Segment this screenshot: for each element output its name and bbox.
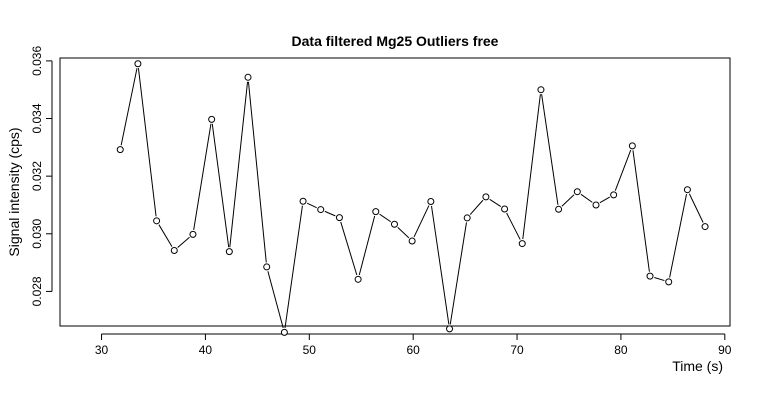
data-point	[427, 198, 435, 206]
series-segment	[193, 123, 212, 230]
series-segment	[397, 227, 410, 239]
series-segment	[654, 276, 665, 282]
series-segment	[158, 224, 173, 247]
data-point	[280, 328, 288, 336]
data-point	[372, 208, 380, 216]
data-point	[335, 214, 343, 222]
data-point	[683, 186, 691, 194]
series-points	[116, 60, 709, 336]
data-point	[317, 206, 325, 214]
series-segment	[324, 210, 336, 217]
y-axis: 0.028 0.030 0.032 0.034 0.036	[30, 46, 53, 306]
series-segment	[489, 198, 502, 207]
series-segment	[506, 212, 521, 240]
series-segment	[120, 68, 138, 146]
data-point	[244, 73, 252, 81]
series-segment	[541, 94, 559, 205]
data-point	[263, 263, 271, 271]
data-point	[390, 220, 398, 228]
x-tick-label: 90	[718, 343, 732, 357]
data-point	[665, 278, 673, 286]
data-point	[153, 217, 161, 225]
y-tick-label: 0.036	[30, 46, 44, 76]
data-point	[225, 248, 233, 256]
y-tick-label: 0.032	[30, 161, 44, 191]
series-segment	[561, 194, 575, 207]
data-point	[555, 205, 563, 213]
data-point	[537, 86, 545, 94]
x-tick-label: 30	[95, 343, 109, 357]
data-point	[299, 197, 307, 205]
x-axis-label: Time (s)	[672, 358, 723, 374]
series-line	[120, 68, 704, 329]
series-segment	[229, 81, 249, 248]
y-tick-label: 0.034	[30, 103, 44, 133]
chart-title: Data filtered Mg25 Outliers free	[292, 33, 499, 49]
y-tick-label: 0.030	[30, 218, 44, 248]
data-point	[116, 146, 124, 154]
series-segment	[599, 196, 610, 204]
series-segment	[430, 205, 450, 325]
data-point	[592, 201, 600, 209]
x-tick-label: 60	[406, 343, 420, 357]
data-point	[208, 115, 216, 123]
data-point	[170, 246, 178, 254]
x-tick-label: 70	[510, 343, 524, 357]
series-segment	[522, 94, 541, 240]
series-segment	[614, 149, 632, 191]
data-point	[189, 230, 197, 238]
series-segment	[284, 205, 303, 328]
y-axis-label: Signal intensity (cps)	[6, 127, 22, 256]
data-point	[701, 223, 709, 231]
series-segment	[306, 202, 317, 209]
y-tick-label: 0.028	[30, 276, 44, 306]
series-segment	[247, 81, 267, 263]
data-point	[573, 188, 581, 196]
series-segment	[358, 215, 376, 276]
x-tick-label: 40	[199, 343, 213, 357]
series-segment	[379, 213, 392, 223]
series-segment	[137, 68, 157, 217]
data-point	[518, 240, 526, 248]
data-point	[646, 272, 654, 280]
series-segment	[632, 150, 650, 272]
data-point	[354, 275, 362, 283]
series-segment	[340, 221, 358, 276]
data-point	[482, 193, 490, 201]
data-point	[446, 325, 454, 333]
plot-frame	[59, 57, 731, 327]
series-segment	[580, 193, 593, 203]
data-point	[463, 214, 471, 222]
x-axis: 30 40 50 60 70 80 90	[95, 333, 732, 357]
series-segment	[449, 222, 467, 325]
data-point	[501, 205, 509, 213]
x-tick-label: 50	[303, 343, 317, 357]
series-segment	[413, 205, 430, 238]
series-segment	[669, 194, 688, 278]
data-point	[628, 142, 636, 150]
series-segment	[267, 271, 284, 329]
data-point	[134, 60, 142, 68]
series-segment	[688, 193, 704, 223]
series-segment	[469, 199, 484, 215]
data-point	[408, 237, 416, 245]
series-segment	[211, 123, 230, 248]
data-point	[610, 191, 618, 199]
series-segment	[177, 236, 190, 248]
x-tick-label: 80	[614, 343, 628, 357]
